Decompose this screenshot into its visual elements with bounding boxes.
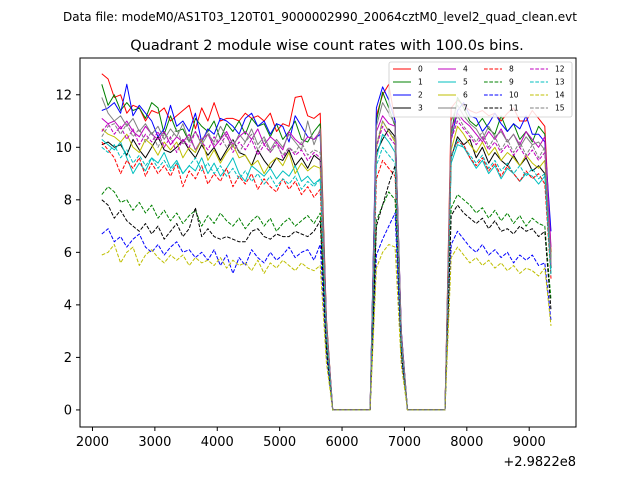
legend-label-11: 11 — [509, 104, 519, 113]
x-tick-label: 5000 — [263, 435, 296, 450]
legend-label-15: 15 — [555, 104, 565, 113]
x-tick-label: 3000 — [138, 435, 171, 450]
series-line-13 — [101, 138, 552, 411]
x-tick-label: 9000 — [513, 435, 546, 450]
y-tick-label: 12 — [55, 88, 72, 103]
series-line-14 — [101, 244, 552, 411]
series-line-11 — [101, 165, 552, 411]
legend-label-5: 5 — [463, 78, 468, 87]
y-axis: 0 2 4 6 8 10 12 — [55, 88, 80, 418]
chart-title: Quadrant 2 module wise count rates with … — [130, 38, 524, 54]
legend-frame — [388, 61, 573, 118]
legend-label-2: 2 — [418, 91, 423, 100]
legend-label-8: 8 — [509, 65, 514, 74]
x-tick-label: 2000 — [76, 435, 109, 450]
y-tick-label: 2 — [64, 351, 72, 366]
legend-label-7: 7 — [463, 104, 468, 113]
legend-label-3: 3 — [418, 104, 423, 113]
legend-label-14: 14 — [555, 91, 565, 100]
series-line-15 — [101, 115, 552, 411]
legend-label-1: 1 — [418, 78, 423, 87]
y-tick-label: 6 — [64, 246, 72, 261]
axes-frame — [79, 57, 577, 428]
y-tick-label: 10 — [55, 141, 72, 156]
y-tick-label: 8 — [64, 193, 72, 208]
legend-label-13: 13 — [555, 78, 565, 87]
y-tick-label: 0 — [64, 403, 72, 418]
chart-suptitle: Data file: modeM0/AS1T03_120T01_90000029… — [63, 10, 577, 24]
x-tick-label: 6000 — [325, 435, 358, 450]
x-tick-label: 8000 — [450, 435, 483, 450]
legend-label-6: 6 — [463, 91, 468, 100]
x-axis: 2000 3000 4000 5000 6000 7000 8000 9000 — [76, 427, 546, 450]
series-line-10 — [101, 212, 552, 411]
series-layer — [101, 73, 552, 411]
legend-label-10: 10 — [509, 91, 519, 100]
legend-label-0: 0 — [418, 65, 423, 74]
y-tick-label: 4 — [64, 298, 72, 313]
x-offset-label: +2.9822e8 — [503, 455, 576, 470]
legend-label-4: 4 — [463, 65, 468, 74]
legend-label-12: 12 — [555, 65, 565, 74]
x-tick-label: 4000 — [201, 435, 234, 450]
plot-area: 2000 3000 4000 5000 6000 7000 8000 9000 0246810… — [55, 57, 577, 450]
x-tick-label: 7000 — [388, 435, 421, 450]
legend-label-9: 9 — [509, 78, 514, 87]
